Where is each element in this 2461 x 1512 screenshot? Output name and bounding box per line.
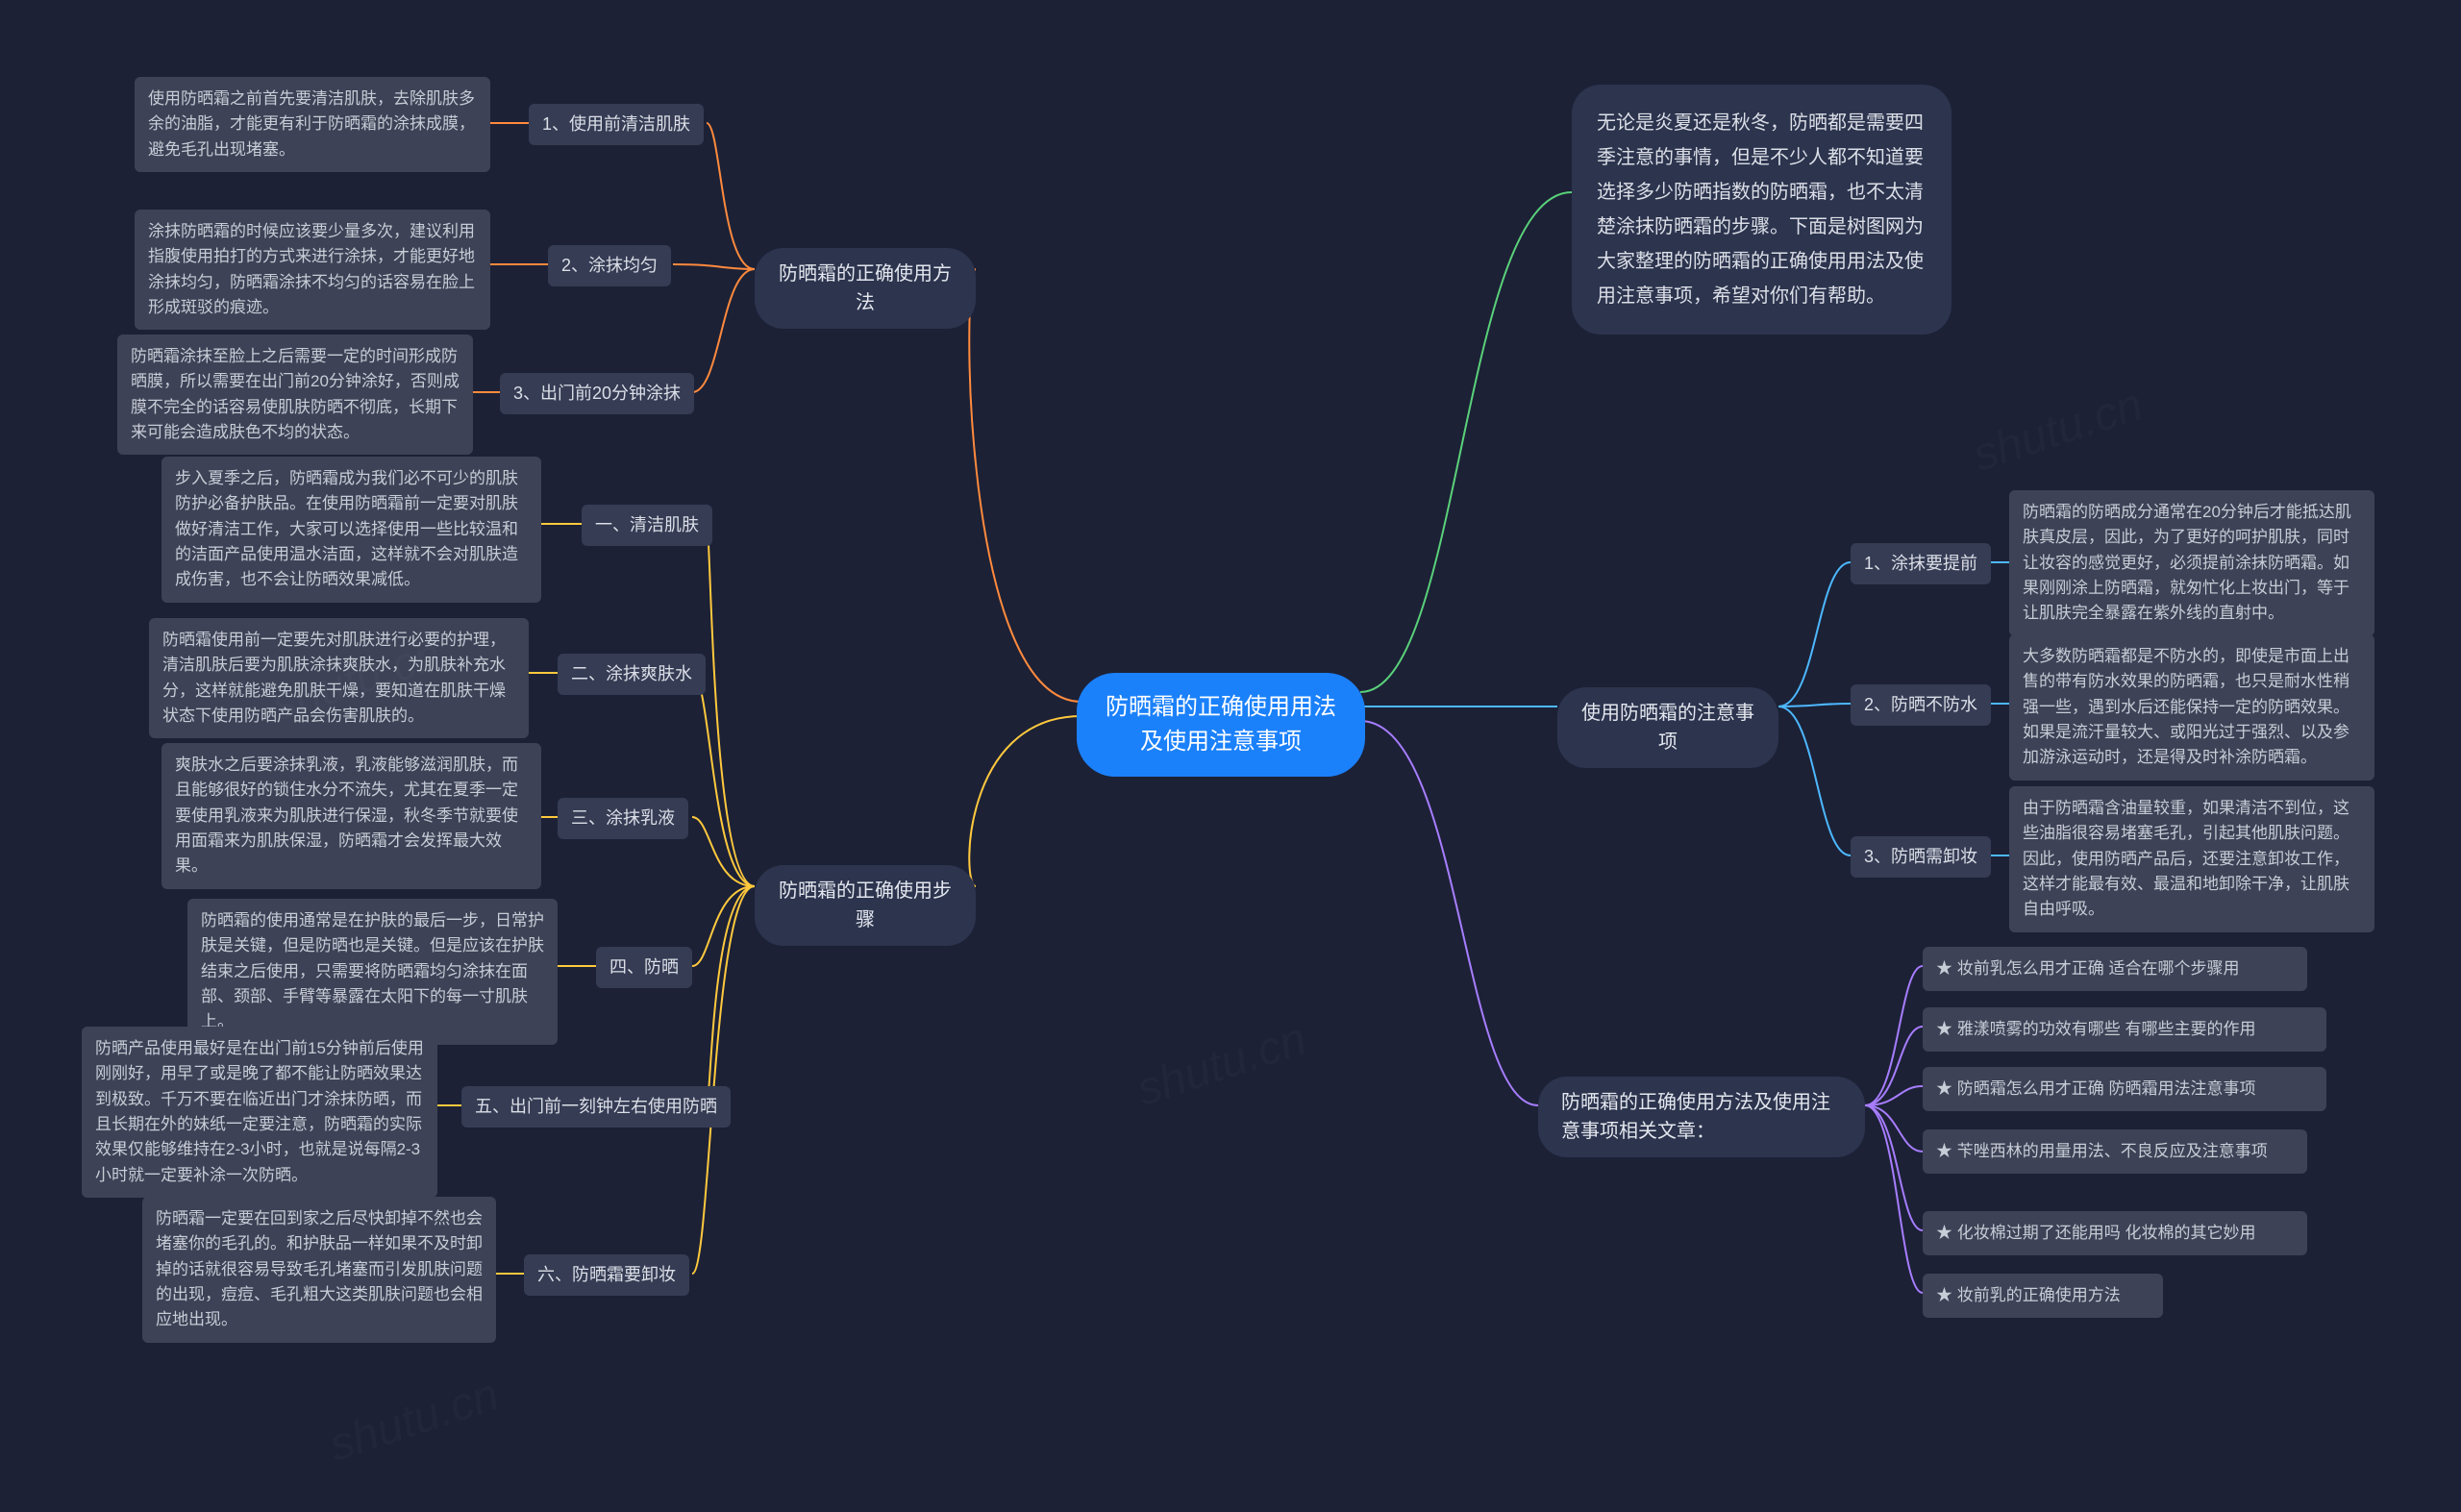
branch-related-title: 防晒霜的正确使用方法及使用注意事项相关文章： (1561, 1092, 1830, 1142)
leaf-step-3-text: 爽肤水之后要涂抹乳液，乳液能够滋润肌肤，而且能够很好的锁住水分不流失，尤其在夏季… (175, 756, 518, 875)
sub-step-6-label: 六、防晒霜要卸妆 (537, 1265, 676, 1284)
leaf-step-2[interactable]: 防晒霜使用前一定要先对肌肤进行必要的护理，清洁肌肤后要为肌肤涂抹爽肤水，为肌肤补… (149, 618, 529, 738)
sub-step-4[interactable]: 四、防晒 (596, 947, 692, 988)
branch-notes[interactable]: 使用防晒霜的注意事项 (1557, 687, 1778, 768)
leaf-step-1-text: 步入夏季之后，防晒霜成为我们必不可少的肌肤防护必备护肤品。在使用防晒霜前一定要对… (175, 469, 518, 588)
sub-step-4-label: 四、防晒 (609, 957, 679, 977)
sub-step-5-label: 五、出门前一刻钟左右使用防晒 (475, 1097, 717, 1116)
leaf-step-1[interactable]: 步入夏季之后，防晒霜成为我们必不可少的肌肤防护必备护肤品。在使用防晒霜前一定要对… (162, 457, 541, 603)
leaf-related-2[interactable]: ★ 雅漾喷雾的功效有哪些 有哪些主要的作用 (1923, 1007, 2326, 1052)
leaf-related-1-text: ★ 妆前乳怎么用才正确 适合在哪个步骤用 (1936, 959, 2239, 978)
leaf-method-3[interactable]: 防晒霜涂抹至脸上之后需要一定的时间形成防晒膜，所以需要在出门前20分钟涂好，否则… (117, 335, 473, 455)
sub-step-2-label: 二、涂抹爽肤水 (571, 664, 692, 683)
sub-note-3[interactable]: 3、防晒需卸妆 (1851, 836, 1991, 878)
leaf-note-3-text: 由于防晒霜含油量较重，如果清洁不到位，这些油脂很容易堵塞毛孔，引起其他肌肤问题。… (2023, 799, 2349, 918)
leaf-step-3[interactable]: 爽肤水之后要涂抹乳液，乳液能够滋润肌肤，而且能够很好的锁住水分不流失，尤其在夏季… (162, 743, 541, 889)
sub-step-5[interactable]: 五、出门前一刻钟左右使用防晒 (461, 1086, 731, 1128)
leaf-related-4-text: ★ 苄唑西林的用量用法、不良反应及注意事项 (1936, 1142, 2268, 1160)
leaf-related-3-text: ★ 防晒霜怎么用才正确 防晒霜用法注意事项 (1936, 1079, 2255, 1098)
leaf-related-5[interactable]: ★ 化妆棉过期了还能用吗 化妆棉的其它妙用 (1923, 1211, 2307, 1255)
leaf-step-2-text: 防晒霜使用前一定要先对肌肤进行必要的护理，清洁肌肤后要为肌肤涂抹爽肤水，为肌肤补… (162, 631, 506, 725)
sub-method-1-label: 1、使用前清洁肌肤 (542, 114, 690, 134)
sub-method-3[interactable]: 3、出门前20分钟涂抹 (500, 373, 694, 414)
branch-steps-title: 防晒霜的正确使用步骤 (779, 880, 952, 930)
leaf-method-2[interactable]: 涂抹防晒霜的时候应该要少量多次，建议利用指腹使用拍打的方式来进行涂抹，才能更好地… (135, 210, 490, 330)
watermark: shutu.cn (1967, 378, 2150, 482)
sub-note-3-label: 3、防晒需卸妆 (1864, 847, 1977, 866)
sub-note-2[interactable]: 2、防晒不防水 (1851, 684, 1991, 726)
sub-step-2[interactable]: 二、涂抹爽肤水 (558, 654, 706, 695)
sub-note-1[interactable]: 1、涂抹要提前 (1851, 543, 1991, 584)
leaf-step-6-text: 防晒霜一定要在回到家之后尽快卸掉不然也会堵塞你的毛孔的。和护肤品一样如果不及时卸… (156, 1209, 483, 1328)
leaf-step-5[interactable]: 防晒产品使用最好是在出门前15分钟前后使用刚刚好，用早了或是晚了都不能让防晒效果… (82, 1027, 437, 1198)
leaf-related-5-text: ★ 化妆棉过期了还能用吗 化妆棉的其它妙用 (1936, 1224, 2255, 1242)
branch-notes-title: 使用防晒霜的注意事项 (1581, 703, 1754, 753)
branch-steps[interactable]: 防晒霜的正确使用步骤 (755, 865, 976, 946)
center-title: 防晒霜的正确使用用法及使用注意事项 (1106, 694, 1336, 755)
leaf-related-6-text: ★ 妆前乳的正确使用方法 (1936, 1286, 2121, 1304)
sub-note-1-label: 1、涂抹要提前 (1864, 554, 1977, 573)
leaf-method-1-text: 使用防晒霜之前首先要清洁肌肤，去除肌肤多余的油脂，才能更有利于防晒霜的涂抹成膜，… (148, 89, 475, 159)
leaf-note-1[interactable]: 防晒霜的防晒成分通常在20分钟后才能抵达肌肤真皮层，因此，为了更好的呵护肌肤，同… (2009, 490, 2374, 636)
leaf-related-2-text: ★ 雅漾喷雾的功效有哪些 有哪些主要的作用 (1936, 1020, 2255, 1038)
leaf-note-2[interactable]: 大多数防晒霜都是不防水的，即使是市面上出售的带有防水效果的防晒霜，也只是耐水性稍… (2009, 634, 2374, 781)
watermark: shutu.cn (323, 1368, 506, 1472)
intro-text: 无论是炎夏还是秋冬，防晒都是需要四季注意的事情，但是不少人都不知道要选择多少防晒… (1597, 112, 1924, 307)
leaf-note-1-text: 防晒霜的防晒成分通常在20分钟后才能抵达肌肤真皮层，因此，为了更好的呵护肌肤，同… (2023, 503, 2351, 622)
leaf-note-3[interactable]: 由于防晒霜含油量较重，如果清洁不到位，这些油脂很容易堵塞毛孔，引起其他肌肤问题。… (2009, 786, 2374, 932)
center-node[interactable]: 防晒霜的正确使用用法及使用注意事项 (1077, 673, 1365, 777)
sub-method-1[interactable]: 1、使用前清洁肌肤 (529, 104, 704, 145)
leaf-step-5-text: 防晒产品使用最好是在出门前15分钟前后使用刚刚好，用早了或是晚了都不能让防晒效果… (95, 1039, 424, 1184)
branch-method[interactable]: 防晒霜的正确使用方法 (755, 248, 976, 329)
leaf-related-1[interactable]: ★ 妆前乳怎么用才正确 适合在哪个步骤用 (1923, 947, 2307, 991)
leaf-related-4[interactable]: ★ 苄唑西林的用量用法、不良反应及注意事项 (1923, 1129, 2307, 1174)
leaf-step-4[interactable]: 防晒霜的使用通常是在护肤的最后一步，日常护肤是关键，但是防晒也是关键。但是应该在… (187, 899, 558, 1045)
sub-method-3-label: 3、出门前20分钟涂抹 (513, 384, 681, 403)
leaf-related-6[interactable]: ★ 妆前乳的正确使用方法 (1923, 1274, 2163, 1318)
sub-step-3[interactable]: 三、涂抹乳液 (558, 798, 688, 839)
leaf-method-1[interactable]: 使用防晒霜之前首先要清洁肌肤，去除肌肤多余的油脂，才能更有利于防晒霜的涂抹成膜，… (135, 77, 490, 172)
sub-step-6[interactable]: 六、防晒霜要卸妆 (524, 1254, 689, 1296)
leaf-step-4-text: 防晒霜的使用通常是在护肤的最后一步，日常护肤是关键，但是防晒也是关键。但是应该在… (201, 911, 544, 1030)
sub-method-2-label: 2、涂抹均匀 (561, 256, 658, 275)
branch-related[interactable]: 防晒霜的正确使用方法及使用注意事项相关文章： (1538, 1077, 1865, 1157)
leaf-method-2-text: 涂抹防晒霜的时候应该要少量多次，建议利用指腹使用拍打的方式来进行涂抹，才能更好地… (148, 222, 475, 316)
leaf-method-3-text: 防晒霜涂抹至脸上之后需要一定的时间形成防晒膜，所以需要在出门前20分钟涂好，否则… (131, 347, 460, 441)
leaf-note-2-text: 大多数防晒霜都是不防水的，即使是市面上出售的带有防水效果的防晒霜，也只是耐水性稍… (2023, 647, 2349, 766)
sub-step-1[interactable]: 一、清洁肌肤 (582, 505, 712, 546)
leaf-related-3[interactable]: ★ 防晒霜怎么用才正确 防晒霜用法注意事项 (1923, 1067, 2326, 1111)
sub-step-1-label: 一、清洁肌肤 (595, 515, 699, 534)
intro-node[interactable]: 无论是炎夏还是秋冬，防晒都是需要四季注意的事情，但是不少人都不知道要选择多少防晒… (1572, 85, 1951, 335)
watermark: shutu.cn (1131, 1012, 1313, 1116)
branch-method-title: 防晒霜的正确使用方法 (779, 263, 952, 313)
sub-step-3-label: 三、涂抹乳液 (571, 808, 675, 828)
sub-method-2[interactable]: 2、涂抹均匀 (548, 245, 671, 286)
leaf-step-6[interactable]: 防晒霜一定要在回到家之后尽快卸掉不然也会堵塞你的毛孔的。和护肤品一样如果不及时卸… (142, 1197, 496, 1343)
sub-note-2-label: 2、防晒不防水 (1864, 695, 1977, 714)
